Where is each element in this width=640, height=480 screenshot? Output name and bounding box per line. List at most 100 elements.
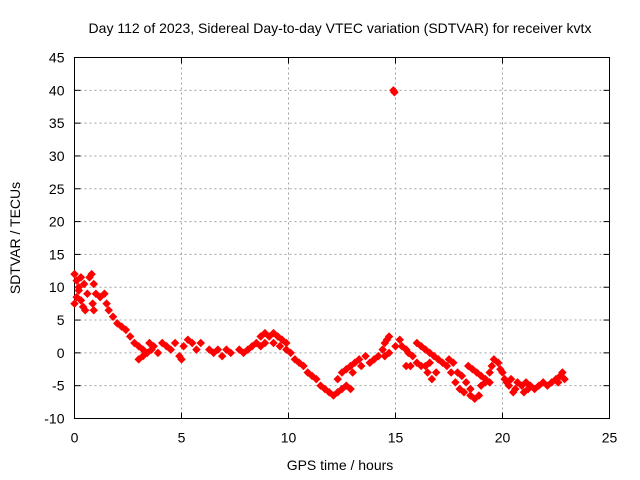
y-tick-label: 20 <box>49 214 65 230</box>
data-point <box>179 342 188 351</box>
data-point <box>125 332 135 341</box>
data-point <box>506 374 516 384</box>
data-point <box>474 391 484 400</box>
data-point <box>88 299 97 308</box>
y-tick-label: 15 <box>49 246 65 262</box>
data-point <box>89 279 99 289</box>
data-point <box>226 348 235 358</box>
x-tick-label: 5 <box>178 430 186 446</box>
x-tick-label: 25 <box>602 430 618 446</box>
y-tick-label: 10 <box>49 279 65 295</box>
data-point <box>192 345 201 354</box>
axis-ticks <box>74 57 610 419</box>
data-point <box>76 273 86 282</box>
data-point <box>427 374 437 384</box>
y-tick-label: 25 <box>49 181 65 197</box>
data-point <box>346 384 355 394</box>
data-point <box>504 381 514 390</box>
data-point <box>431 368 441 377</box>
data-point <box>493 358 503 367</box>
data-point <box>446 368 456 377</box>
grid <box>74 57 610 419</box>
data-point <box>79 279 89 289</box>
data-point <box>166 345 176 354</box>
data-point <box>423 368 432 377</box>
data-point <box>384 348 394 358</box>
data-point <box>282 338 291 348</box>
data-point <box>378 345 387 354</box>
data-point <box>87 269 96 279</box>
data-point <box>275 342 285 351</box>
x-tick-label: 10 <box>281 430 297 446</box>
data-point <box>390 88 399 97</box>
data-point <box>391 342 400 351</box>
data-point <box>457 371 467 381</box>
data-point <box>384 332 394 341</box>
data-point <box>213 345 223 354</box>
data-point <box>442 361 452 371</box>
data-point <box>498 368 507 377</box>
data-point <box>70 299 79 308</box>
data-point <box>177 355 186 364</box>
data-point <box>560 374 569 384</box>
chart-title: Day 112 of 2023, Sidereal Day-to-day VTE… <box>89 20 592 36</box>
data-point <box>72 292 81 302</box>
data-point <box>104 305 113 315</box>
data-point <box>286 348 295 358</box>
y-tick-label: -5 <box>52 378 65 394</box>
data-point <box>74 282 84 292</box>
data-point <box>312 374 321 384</box>
y-tick-labels: -10 -5 0 5 10 15 20 25 30 35 40 45 <box>44 50 64 427</box>
data-point <box>451 378 460 387</box>
data-point <box>80 305 90 315</box>
data-point <box>449 358 458 367</box>
y-axis-label: SDTVAR / TECUs <box>7 182 23 294</box>
data-point <box>485 378 494 387</box>
data-point <box>354 355 364 364</box>
data-point <box>461 378 471 387</box>
y-tick-label: 35 <box>49 115 65 131</box>
data-point <box>487 361 497 371</box>
data-point <box>70 269 79 279</box>
data-point <box>217 351 227 361</box>
data-point <box>406 361 415 371</box>
y-tick-label: 40 <box>49 82 65 98</box>
data-points <box>70 86 569 404</box>
data-point <box>121 325 131 335</box>
data-point <box>149 342 158 351</box>
data-point <box>511 384 520 394</box>
x-tick-label: 20 <box>495 430 511 446</box>
data-point <box>108 312 118 322</box>
data-point <box>83 289 92 299</box>
y-tick-label: 5 <box>57 312 65 328</box>
plot-frame <box>74 57 610 419</box>
x-tick-label: 0 <box>71 430 79 446</box>
data-point <box>187 338 197 348</box>
y-tick-label: 45 <box>49 50 65 66</box>
data-point <box>260 338 270 348</box>
data-point <box>374 351 383 361</box>
data-point <box>299 361 308 371</box>
data-point <box>153 348 163 358</box>
data-point <box>408 351 417 361</box>
data-point <box>196 338 206 348</box>
data-point <box>102 299 111 308</box>
data-point <box>401 361 411 371</box>
x-tick-labels: 0 5 10 15 20 25 <box>71 430 618 446</box>
data-point <box>466 384 475 394</box>
data-point <box>333 374 342 384</box>
data-point <box>269 338 278 348</box>
data-point <box>485 368 494 377</box>
x-axis-label: GPS time / hours <box>287 457 394 473</box>
data-point <box>416 361 426 371</box>
data-point <box>553 378 563 387</box>
data-point <box>395 335 405 344</box>
data-point <box>361 351 370 361</box>
data-point <box>459 388 469 397</box>
data-point <box>558 368 567 377</box>
y-tick-label: 30 <box>49 148 65 164</box>
data-point <box>523 384 533 394</box>
data-point <box>481 378 490 387</box>
data-point <box>348 368 357 377</box>
